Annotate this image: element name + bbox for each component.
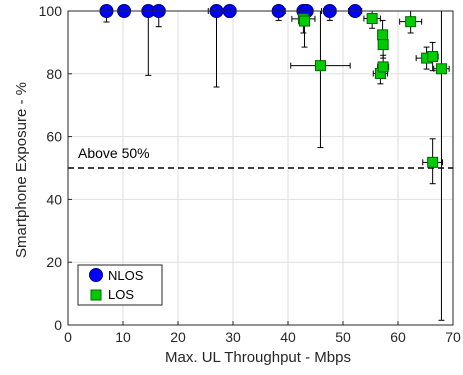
data-point-los [377,39,389,51]
x-tick-label: 20 [170,329,186,345]
y-tick-label: 100 [39,3,63,19]
x-tick-label: 10 [115,329,131,345]
y-tick-label: 60 [46,129,62,145]
data-markers [99,4,447,168]
data-point-los [377,61,389,73]
x-axis-label: Max. UL Throughput - Mbps [165,349,351,366]
legend-marker-los [90,289,102,301]
legend-label-los: LOS [108,287,134,302]
y-tick-label: 0 [54,317,62,333]
x-tick-label: 50 [335,329,351,345]
plot-frame [67,10,454,326]
data-point-los [405,16,417,28]
data-point-los [427,51,439,63]
y-axis-label: Smartphone Exposure - % [13,82,30,258]
y-tick-label: 40 [46,191,62,207]
data-point-los [377,29,389,41]
x-tick-label: 30 [225,329,241,345]
data-point-los [366,13,378,25]
y-axis-ticks: 0 20 40 60 80 100 [39,3,72,333]
legend-marker-nlos [89,268,103,282]
data-point-los [435,63,447,75]
y-tick-label: 20 [46,254,62,270]
data-point-los [427,156,439,168]
x-tick-label: 70 [445,329,461,345]
x-axis-ticks: 0 10 20 30 40 50 60 70 [64,321,461,345]
x-tick-label: 0 [64,329,72,345]
x-tick-label: 60 [390,329,406,345]
x-tick-label: 40 [280,329,296,345]
legend: NLOS LOS [77,264,163,306]
data-point-los [299,15,310,27]
threshold-label: Above 50% [78,145,150,161]
legend-label-nlos: NLOS [108,268,144,283]
data-point-los [314,60,326,72]
y-tick-label: 80 [46,66,62,82]
